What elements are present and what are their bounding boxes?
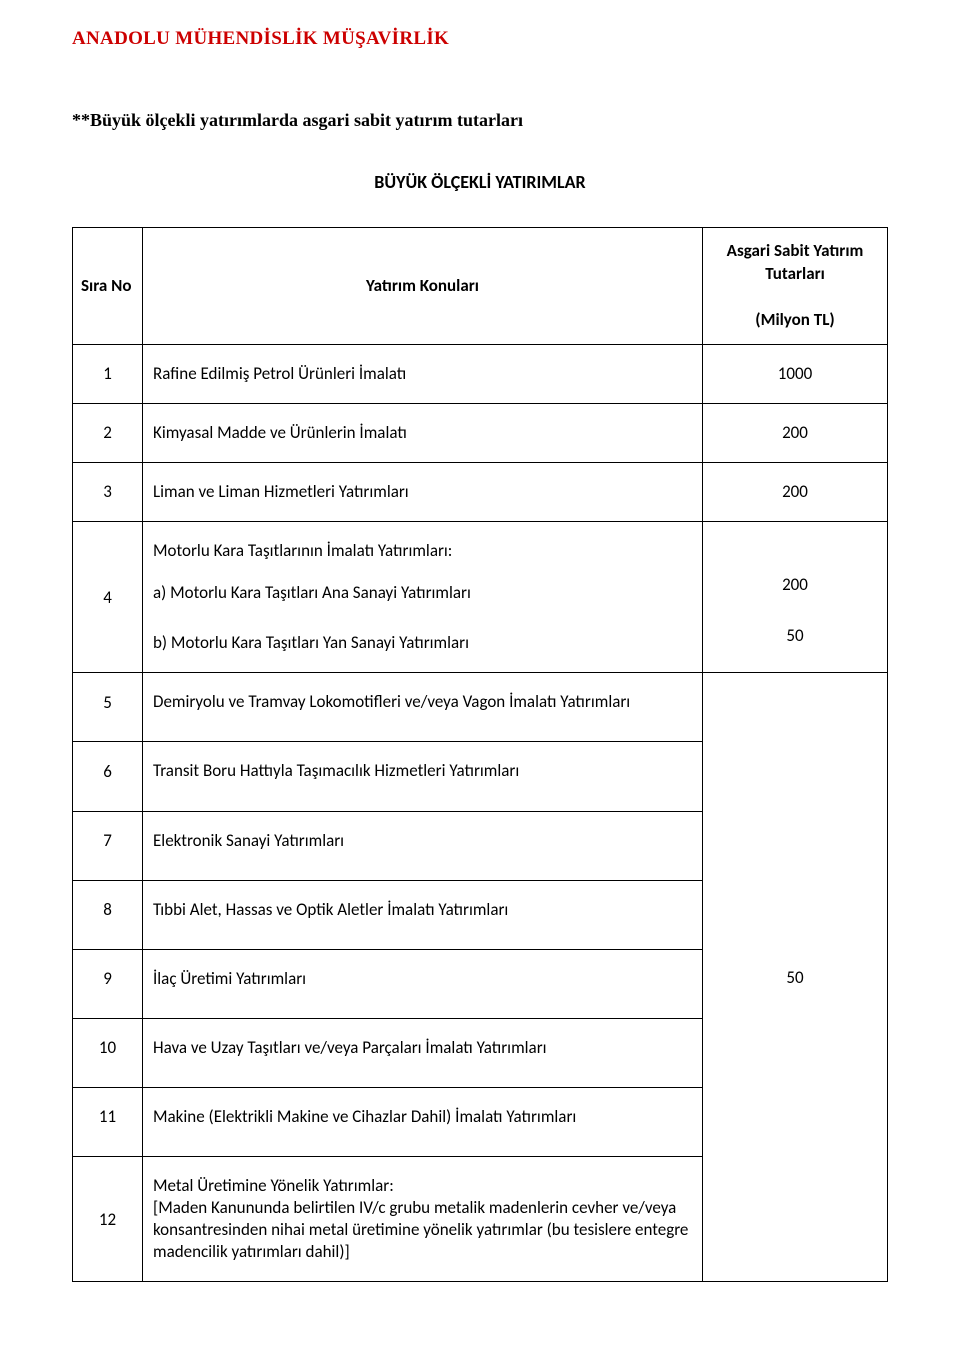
- col-header-no: Sıra No: [73, 228, 143, 345]
- intro-line: **Büyük ölçekli yatırımlarda asgari sabi…: [72, 110, 888, 131]
- row4-val-a: 200: [709, 574, 881, 595]
- row4-sub-b: b) Motorlu Kara Taşıtları Yan Sanayi Yat…: [153, 632, 692, 654]
- row4-val-b: 50: [709, 625, 881, 646]
- cell-no: 3: [73, 462, 143, 521]
- cell-desc: Rafine Edilmiş Petrol Ürünleri İmalatı: [143, 344, 703, 403]
- cell-val-merged: 50: [703, 673, 888, 1282]
- cell-no: 6: [73, 742, 143, 811]
- cell-desc: Liman ve Liman Hizmetleri Yatırımları: [143, 462, 703, 521]
- cell-no: 2: [73, 403, 143, 462]
- cell-val-stack: 200 50: [703, 522, 888, 673]
- cell-val: 200: [703, 403, 888, 462]
- cell-desc-compound: Motorlu Kara Taşıtlarının İmalatı Yatırı…: [143, 522, 703, 673]
- table-row: 5 Demiryolu ve Tramvay Lokomotifleri ve/…: [73, 673, 888, 742]
- company-header: ANADOLU MÜHENDİSLİK MÜŞAVİRLİK: [72, 28, 888, 50]
- cell-no: 10: [73, 1018, 143, 1087]
- table-row: 3 Liman ve Liman Hizmetleri Yatırımları …: [73, 462, 888, 521]
- cell-val: 1000: [703, 344, 888, 403]
- cell-no: 8: [73, 880, 143, 949]
- cell-no: 11: [73, 1087, 143, 1156]
- section-title: BÜYÜK ÖLÇEKLİ YATIRIMLAR: [72, 171, 888, 193]
- col-header-val-line2: Tutarları: [765, 263, 825, 284]
- table-header-row: Sıra No Yatırım Konuları Asgari Sabit Ya…: [73, 228, 888, 345]
- cell-no: 4: [73, 522, 143, 673]
- col-header-val: Asgari Sabit Yatırım Tutarları (Milyon T…: [703, 228, 888, 345]
- col-header-val-line1: Asgari Sabit Yatırım: [727, 240, 864, 261]
- cell-no: 1: [73, 344, 143, 403]
- row4-head: Motorlu Kara Taşıtlarının İmalatı Yatırı…: [153, 540, 692, 562]
- cell-desc: Makine (Elektrikli Makine ve Cihazlar Da…: [143, 1087, 703, 1156]
- cell-no: 9: [73, 949, 143, 1018]
- cell-no: 12: [73, 1156, 143, 1281]
- table-row: 2 Kimyasal Madde ve Ürünlerin İmalatı 20…: [73, 403, 888, 462]
- investments-table: Sıra No Yatırım Konuları Asgari Sabit Ya…: [72, 227, 888, 1282]
- cell-desc-multiline: Metal Üretimine Yönelik Yatırımlar: [Mad…: [143, 1156, 703, 1281]
- cell-desc: İlaç Üretimi Yatırımları: [143, 949, 703, 1018]
- cell-desc: Hava ve Uzay Taşıtları ve/veya Parçaları…: [143, 1018, 703, 1087]
- cell-no: 7: [73, 811, 143, 880]
- cell-val: 200: [703, 462, 888, 521]
- cell-desc: Elektronik Sanayi Yatırımları: [143, 811, 703, 880]
- cell-desc: Tıbbi Alet, Hassas ve Optik Aletler İmal…: [143, 880, 703, 949]
- cell-desc: Demiryolu ve Tramvay Lokomotifleri ve/ve…: [143, 673, 703, 742]
- document-page: ANADOLU MÜHENDİSLİK MÜŞAVİRLİK **Büyük ö…: [0, 0, 960, 1354]
- cell-desc: Transit Boru Hattıyla Taşımacılık Hizmet…: [143, 742, 703, 811]
- col-header-desc: Yatırım Konuları: [143, 228, 703, 345]
- table-row-subitems: 4 Motorlu Kara Taşıtlarının İmalatı Yatı…: [73, 522, 888, 673]
- col-header-val-line3: (Milyon TL): [755, 309, 834, 330]
- cell-no: 5: [73, 673, 143, 742]
- row4-sub-a: a) Motorlu Kara Taşıtları Ana Sanayi Yat…: [153, 582, 692, 604]
- cell-desc: Kimyasal Madde ve Ürünlerin İmalatı: [143, 403, 703, 462]
- table-row: 1 Rafine Edilmiş Petrol Ürünleri İmalatı…: [73, 344, 888, 403]
